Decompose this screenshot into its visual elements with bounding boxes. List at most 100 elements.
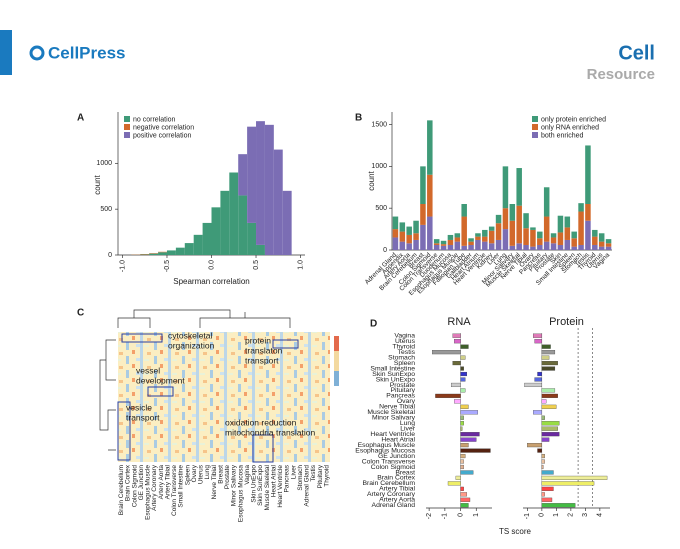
bar <box>516 205 522 244</box>
bar <box>543 216 550 242</box>
column-label: Vagina <box>244 465 251 485</box>
x-tick-label: 0 <box>457 513 464 517</box>
hist-bar <box>229 172 239 255</box>
bar <box>447 481 461 486</box>
cluster-label: transport <box>126 412 160 422</box>
y-tick-label: 1000 <box>96 160 112 167</box>
bar <box>460 426 463 431</box>
category-label: Heart Atrial <box>381 436 415 443</box>
panel-label: D <box>370 319 377 330</box>
x-tick-label: 3 <box>582 513 589 517</box>
legend-swatch <box>124 124 130 130</box>
bar <box>541 426 558 431</box>
bar <box>564 216 571 228</box>
bar <box>541 503 576 508</box>
bar <box>454 339 461 344</box>
hist-bar <box>220 190 230 255</box>
dendrogram <box>99 339 116 451</box>
cluster-label: translaton <box>245 345 283 355</box>
bar <box>578 203 584 212</box>
column-label: Skin UnExpo <box>251 465 258 503</box>
category-label: Muscle Skeletal <box>367 409 415 416</box>
hist-bar <box>158 252 167 255</box>
bar <box>557 244 564 250</box>
bar <box>502 229 509 250</box>
bar <box>541 399 547 404</box>
bar <box>527 443 542 448</box>
bar <box>598 241 605 247</box>
bar <box>578 211 584 245</box>
hist-bar <box>238 195 248 255</box>
bar <box>537 231 543 239</box>
bar <box>460 421 464 426</box>
legend-label: only RNA enriched <box>541 124 599 131</box>
bar <box>420 166 426 204</box>
bar <box>541 497 553 502</box>
bar <box>427 216 433 250</box>
bar <box>454 237 461 242</box>
column-label: Stomach <box>297 465 304 491</box>
bar <box>440 240 447 245</box>
column-label: Brain Cortex <box>125 464 132 501</box>
bar <box>509 204 516 221</box>
bar <box>488 226 495 231</box>
bar <box>460 503 469 508</box>
bar <box>461 204 467 217</box>
hist-bar <box>184 243 194 255</box>
bar <box>530 246 536 250</box>
bar <box>541 393 558 398</box>
bar <box>533 410 543 415</box>
column-label: Small Intestine <box>178 465 185 508</box>
column-label: Colon Transverse <box>171 465 178 516</box>
bar <box>541 459 545 464</box>
category-label: Nerve Tibial <box>379 404 415 411</box>
panel-label: C <box>77 308 84 319</box>
section: Resource <box>587 66 655 83</box>
bar <box>413 233 419 240</box>
bar <box>537 238 543 245</box>
category-label: Stomach <box>388 354 415 361</box>
bar <box>495 223 502 240</box>
column-label: Ovary <box>191 464 198 482</box>
bar <box>488 243 495 250</box>
bar <box>455 475 461 480</box>
bar <box>598 246 605 250</box>
hist-bar <box>175 247 185 255</box>
bar <box>461 216 467 246</box>
hist-bar <box>193 234 203 255</box>
y-axis-label: count <box>93 174 102 194</box>
bar <box>557 215 564 233</box>
legend-swatch <box>124 132 130 138</box>
bar <box>475 233 481 237</box>
legend-label: positive correlation <box>133 132 191 139</box>
hist-bar <box>256 121 265 245</box>
bar <box>571 246 577 250</box>
column-label: Pancreas <box>284 464 291 492</box>
bar <box>460 344 469 349</box>
legend-label: both enriched <box>541 132 584 139</box>
bar <box>578 244 584 250</box>
hist-bar <box>166 250 176 255</box>
bar <box>605 246 612 250</box>
bar <box>460 497 471 502</box>
bar <box>541 344 551 349</box>
bar <box>468 238 474 242</box>
column-label: Nerve Tibial <box>211 464 218 499</box>
bar <box>460 437 477 442</box>
panel-label: A <box>77 113 84 124</box>
bar <box>475 239 481 250</box>
category-label: Ovary <box>397 398 416 405</box>
column-label: Artery Coronary <box>151 464 158 511</box>
category-label: Esophagus Mucosa <box>355 447 415 454</box>
column-label: Brain Cerebellum <box>118 465 125 515</box>
bar <box>406 226 412 235</box>
bar <box>406 234 412 244</box>
category-label: Skin SunExpo <box>372 371 415 378</box>
category-label: Lung <box>400 420 415 427</box>
hist-bar <box>256 244 265 255</box>
bar <box>541 492 545 497</box>
legend-swatch <box>124 116 130 122</box>
bar <box>413 220 419 234</box>
category-label: Brain Cortex <box>377 475 415 482</box>
